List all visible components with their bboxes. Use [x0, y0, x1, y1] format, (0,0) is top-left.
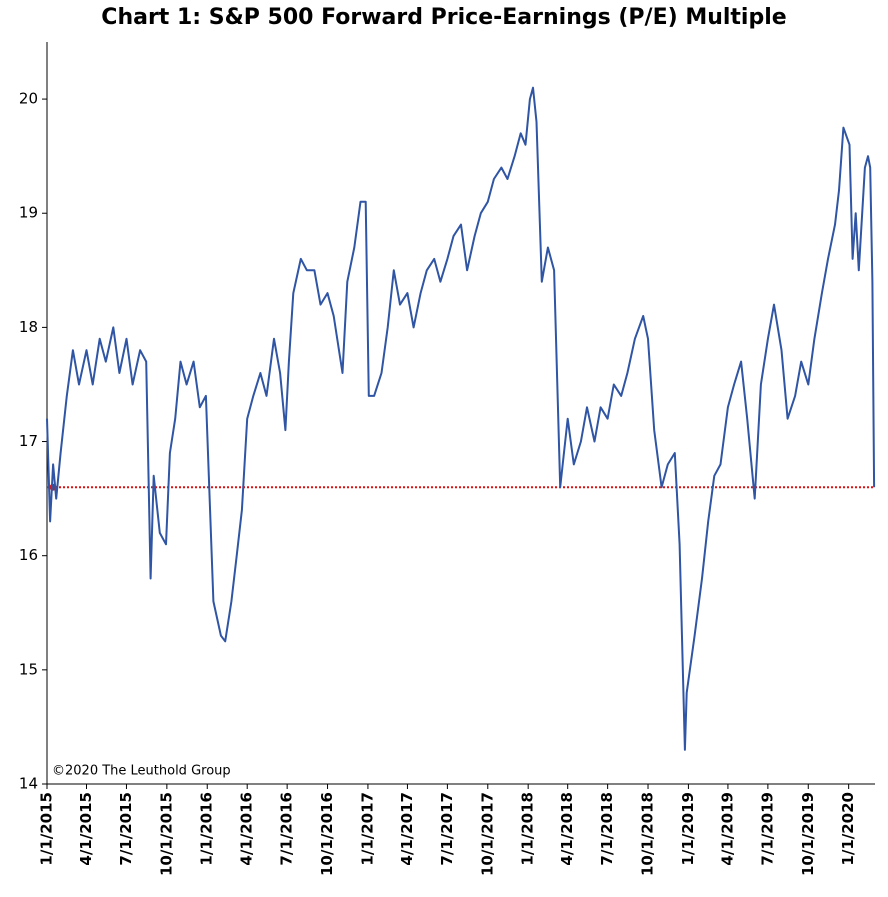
x-tick-label: 1/1/2020	[839, 792, 857, 866]
x-tick-label: 1/1/2017	[358, 792, 376, 866]
y-tick-label: 15	[19, 660, 38, 678]
chart-title: Chart 1: S&P 500 Forward Price-Earnings …	[101, 5, 786, 30]
x-tick-label: 1/1/2019	[679, 792, 697, 866]
x-tick-label: 4/1/2018	[558, 792, 576, 866]
x-tick-label: 1/1/2018	[519, 792, 537, 866]
x-tick-label: 7/1/2019	[758, 792, 776, 866]
y-tick-label: 16	[19, 546, 38, 564]
x-tick-label: 10/1/2017	[478, 792, 496, 876]
y-tick-label: 19	[19, 204, 38, 222]
annotation: ©2020 The Leuthold Group	[52, 764, 231, 779]
x-tick-label: 4/1/2015	[77, 792, 95, 866]
x-tick-label: 10/1/2016	[318, 792, 336, 876]
y-tick-label: 20	[19, 90, 38, 108]
x-tick-label: 10/1/2019	[799, 792, 817, 876]
x-tick-label: 7/1/2015	[117, 792, 135, 866]
x-tick-label: 1/1/2015	[38, 792, 56, 866]
data-line	[46, 86, 876, 751]
x-tick-label: 7/1/2017	[438, 792, 456, 866]
x-tick-label: 10/1/2015	[157, 792, 175, 876]
x-tick-label: 7/1/2016	[278, 792, 296, 866]
y-tick-label: 18	[19, 318, 38, 336]
x-tick-label: 1/1/2016	[198, 792, 216, 866]
x-tick-label: 7/1/2018	[598, 792, 616, 866]
x-tick-label: 10/1/2018	[639, 792, 657, 876]
y-tick-label: 17	[19, 432, 38, 450]
x-tick-label: 4/1/2016	[238, 792, 256, 866]
x-tick-label: 4/1/2017	[398, 792, 416, 866]
x-tick-label: 4/1/2019	[718, 792, 736, 866]
y-tick-label: 14	[19, 775, 38, 793]
